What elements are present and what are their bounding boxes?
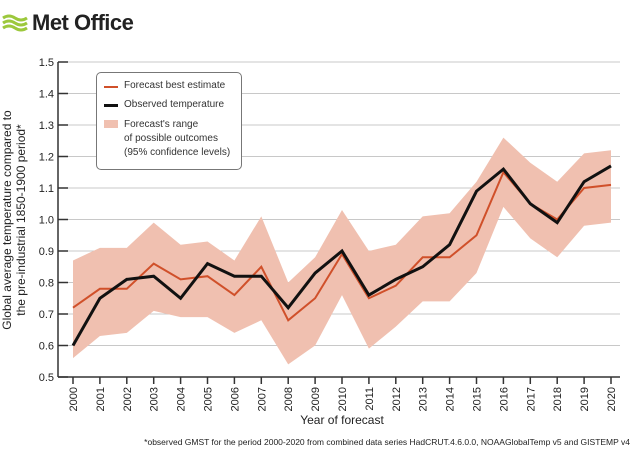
legend-forecast-swatch [104,86,118,88]
legend-range-label-3: (95% confidence levels) [124,147,231,158]
y-tick-label: 0.5 [39,372,54,384]
x-tick-label: 2000 [68,387,80,411]
y-tick-label: 1.4 [39,89,54,101]
x-tick-label: 2014 [445,387,457,411]
y-tick-label: 1.2 [39,152,54,164]
x-tick-label: 2013 [418,387,430,411]
footnote: *observed GMST for the period 2000-2020 … [144,437,630,447]
legend-range-swatch [104,120,118,128]
y-tick-label: 1.0 [39,215,54,227]
x-tick-label: 2020 [606,387,618,411]
x-tick-label: 2004 [176,387,188,411]
x-tick-label: 2005 [203,387,215,411]
legend-range-label-1: Forecast's range [124,119,199,130]
y-tick-label: 1.5 [39,57,54,69]
x-tick-label: 2002 [122,387,134,411]
x-tick-label: 2003 [149,387,161,411]
legend-observed-label: Observed temperature [124,99,225,110]
legend-forecast-label: Forecast best estimate [124,80,226,91]
y-tick-label: 0.6 [39,341,54,353]
x-tick-label: 2008 [283,387,295,411]
y-tick-label: 0.9 [39,246,54,258]
y-tick-label: 1.3 [39,120,54,132]
x-tick-label: 2015 [472,387,484,411]
x-tick-label: 2012 [391,387,403,411]
x-tick-label: 2016 [498,387,510,411]
legend-range-label-2: of possible outcomes [124,133,218,144]
x-tick-label: 2007 [256,387,268,411]
x-tick-label: 2006 [229,387,241,411]
y-axis-label-line2: the pre-industrial 1850-1900 period* [14,124,28,316]
y-tick-label: 1.1 [39,183,54,195]
x-tick-label: 2001 [95,387,107,411]
x-axis-label: Year of forecast [300,413,384,427]
x-tick-label: 2010 [337,387,349,411]
y-tick-label: 0.7 [39,309,54,321]
legend-observed-swatch [104,104,118,107]
x-tick-label: 2018 [552,387,564,411]
x-tick-label: 2019 [579,387,591,411]
y-axis-label-line1: Global average temperature compared to [0,110,14,330]
logo-waves-icon [2,14,28,32]
legend: Forecast best estimate Observed temperat… [96,72,242,170]
x-tick-label: 2009 [310,387,322,411]
brand-name: Met Office [32,10,134,35]
met-office-logo: Met Office [2,10,134,36]
y-tick-label: 0.8 [39,278,54,290]
x-tick-label: 2011 [364,387,376,411]
x-tick-label: 2017 [525,387,537,411]
